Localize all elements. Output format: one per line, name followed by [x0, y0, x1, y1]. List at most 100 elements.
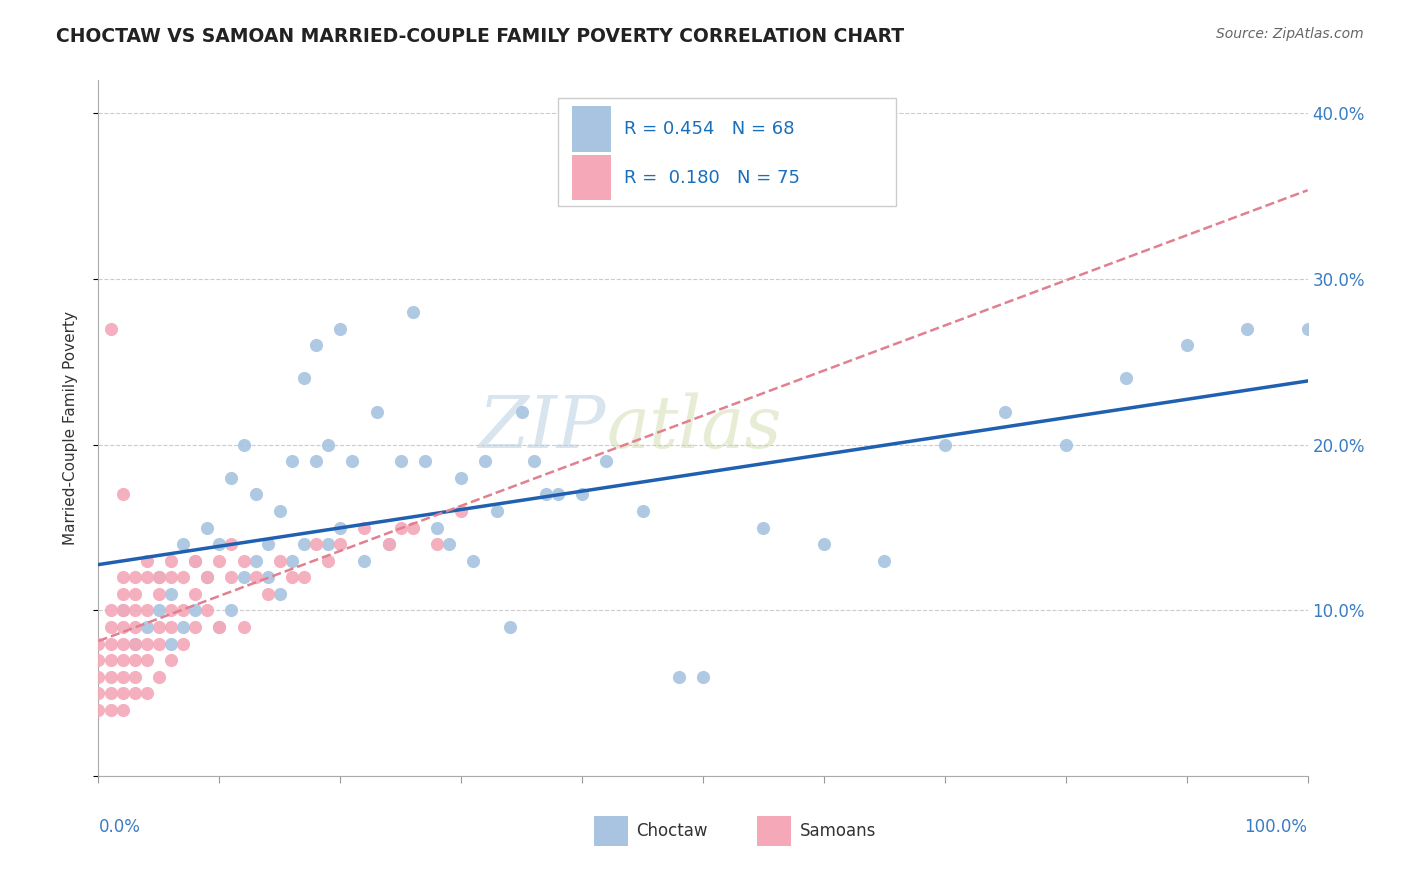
Bar	[572, 155, 612, 201]
Point	[111, 670, 134, 684]
Bar	[572, 106, 612, 152]
Point	[426, 520, 449, 534]
Point	[305, 454, 328, 468]
Point	[256, 587, 278, 601]
Point	[100, 653, 122, 667]
Point	[135, 686, 157, 700]
Point	[813, 537, 835, 551]
Point	[232, 554, 254, 568]
Point	[316, 537, 339, 551]
Point	[100, 322, 122, 336]
Point	[292, 537, 315, 551]
Point	[87, 670, 110, 684]
Point	[450, 471, 472, 485]
Point	[426, 537, 449, 551]
Point	[245, 570, 267, 584]
Point	[353, 554, 375, 568]
Point	[292, 371, 315, 385]
Point	[245, 487, 267, 501]
Point	[221, 537, 243, 551]
Text: R = 0.454   N = 68: R = 0.454 N = 68	[624, 120, 794, 138]
Point	[172, 570, 194, 584]
Point	[124, 670, 146, 684]
Point	[184, 603, 207, 617]
Point	[523, 454, 546, 468]
Point	[160, 603, 183, 617]
Point	[135, 620, 157, 634]
Point	[100, 603, 122, 617]
Point	[221, 603, 243, 617]
Point	[281, 554, 304, 568]
Point	[100, 620, 122, 634]
Point	[124, 587, 146, 601]
Point	[292, 570, 315, 584]
Point	[160, 570, 183, 584]
Point	[172, 620, 194, 634]
Text: 100.0%: 100.0%	[1244, 818, 1308, 836]
Point	[124, 636, 146, 650]
Point	[111, 587, 134, 601]
Point	[463, 554, 485, 568]
Point	[111, 487, 134, 501]
Point	[135, 554, 157, 568]
Point	[184, 587, 207, 601]
Point	[1115, 371, 1137, 385]
Point	[172, 603, 194, 617]
Point	[208, 554, 231, 568]
Point	[316, 554, 339, 568]
Point	[124, 653, 146, 667]
Point	[160, 653, 183, 667]
Point	[305, 338, 328, 352]
Point	[100, 636, 122, 650]
Point	[256, 537, 278, 551]
Point	[1236, 322, 1258, 336]
Point	[269, 587, 291, 601]
Point	[402, 305, 425, 319]
Point	[245, 554, 267, 568]
Point	[474, 454, 496, 468]
Point	[135, 636, 157, 650]
Point	[934, 438, 956, 452]
Point	[232, 620, 254, 634]
Point	[329, 322, 352, 336]
Point	[1054, 438, 1077, 452]
Point	[111, 570, 134, 584]
Point	[135, 570, 157, 584]
Point	[100, 686, 122, 700]
Point	[100, 670, 122, 684]
Text: atlas: atlas	[606, 392, 782, 464]
Point	[208, 620, 231, 634]
Point	[486, 504, 509, 518]
Point	[316, 438, 339, 452]
Point	[1175, 338, 1198, 352]
Text: R =  0.180   N = 75: R = 0.180 N = 75	[624, 169, 800, 186]
Point	[124, 636, 146, 650]
Y-axis label: Married-Couple Family Poverty: Married-Couple Family Poverty	[63, 311, 77, 545]
Point	[111, 686, 134, 700]
Point	[111, 603, 134, 617]
Point	[148, 570, 170, 584]
Point	[269, 554, 291, 568]
Point	[377, 537, 399, 551]
Point	[752, 520, 775, 534]
Point	[389, 454, 412, 468]
Point	[402, 520, 425, 534]
Point	[389, 520, 412, 534]
Point	[498, 620, 520, 634]
Point	[221, 570, 243, 584]
Point	[195, 603, 218, 617]
Point	[172, 636, 194, 650]
Point	[124, 603, 146, 617]
Point	[437, 537, 460, 551]
Point	[510, 404, 533, 418]
Point	[221, 471, 243, 485]
Point	[148, 587, 170, 601]
Point	[111, 603, 134, 617]
Point	[148, 636, 170, 650]
Point	[160, 620, 183, 634]
Point	[184, 554, 207, 568]
Point	[124, 686, 146, 700]
Point	[172, 537, 194, 551]
Point	[184, 554, 207, 568]
Point	[208, 620, 231, 634]
